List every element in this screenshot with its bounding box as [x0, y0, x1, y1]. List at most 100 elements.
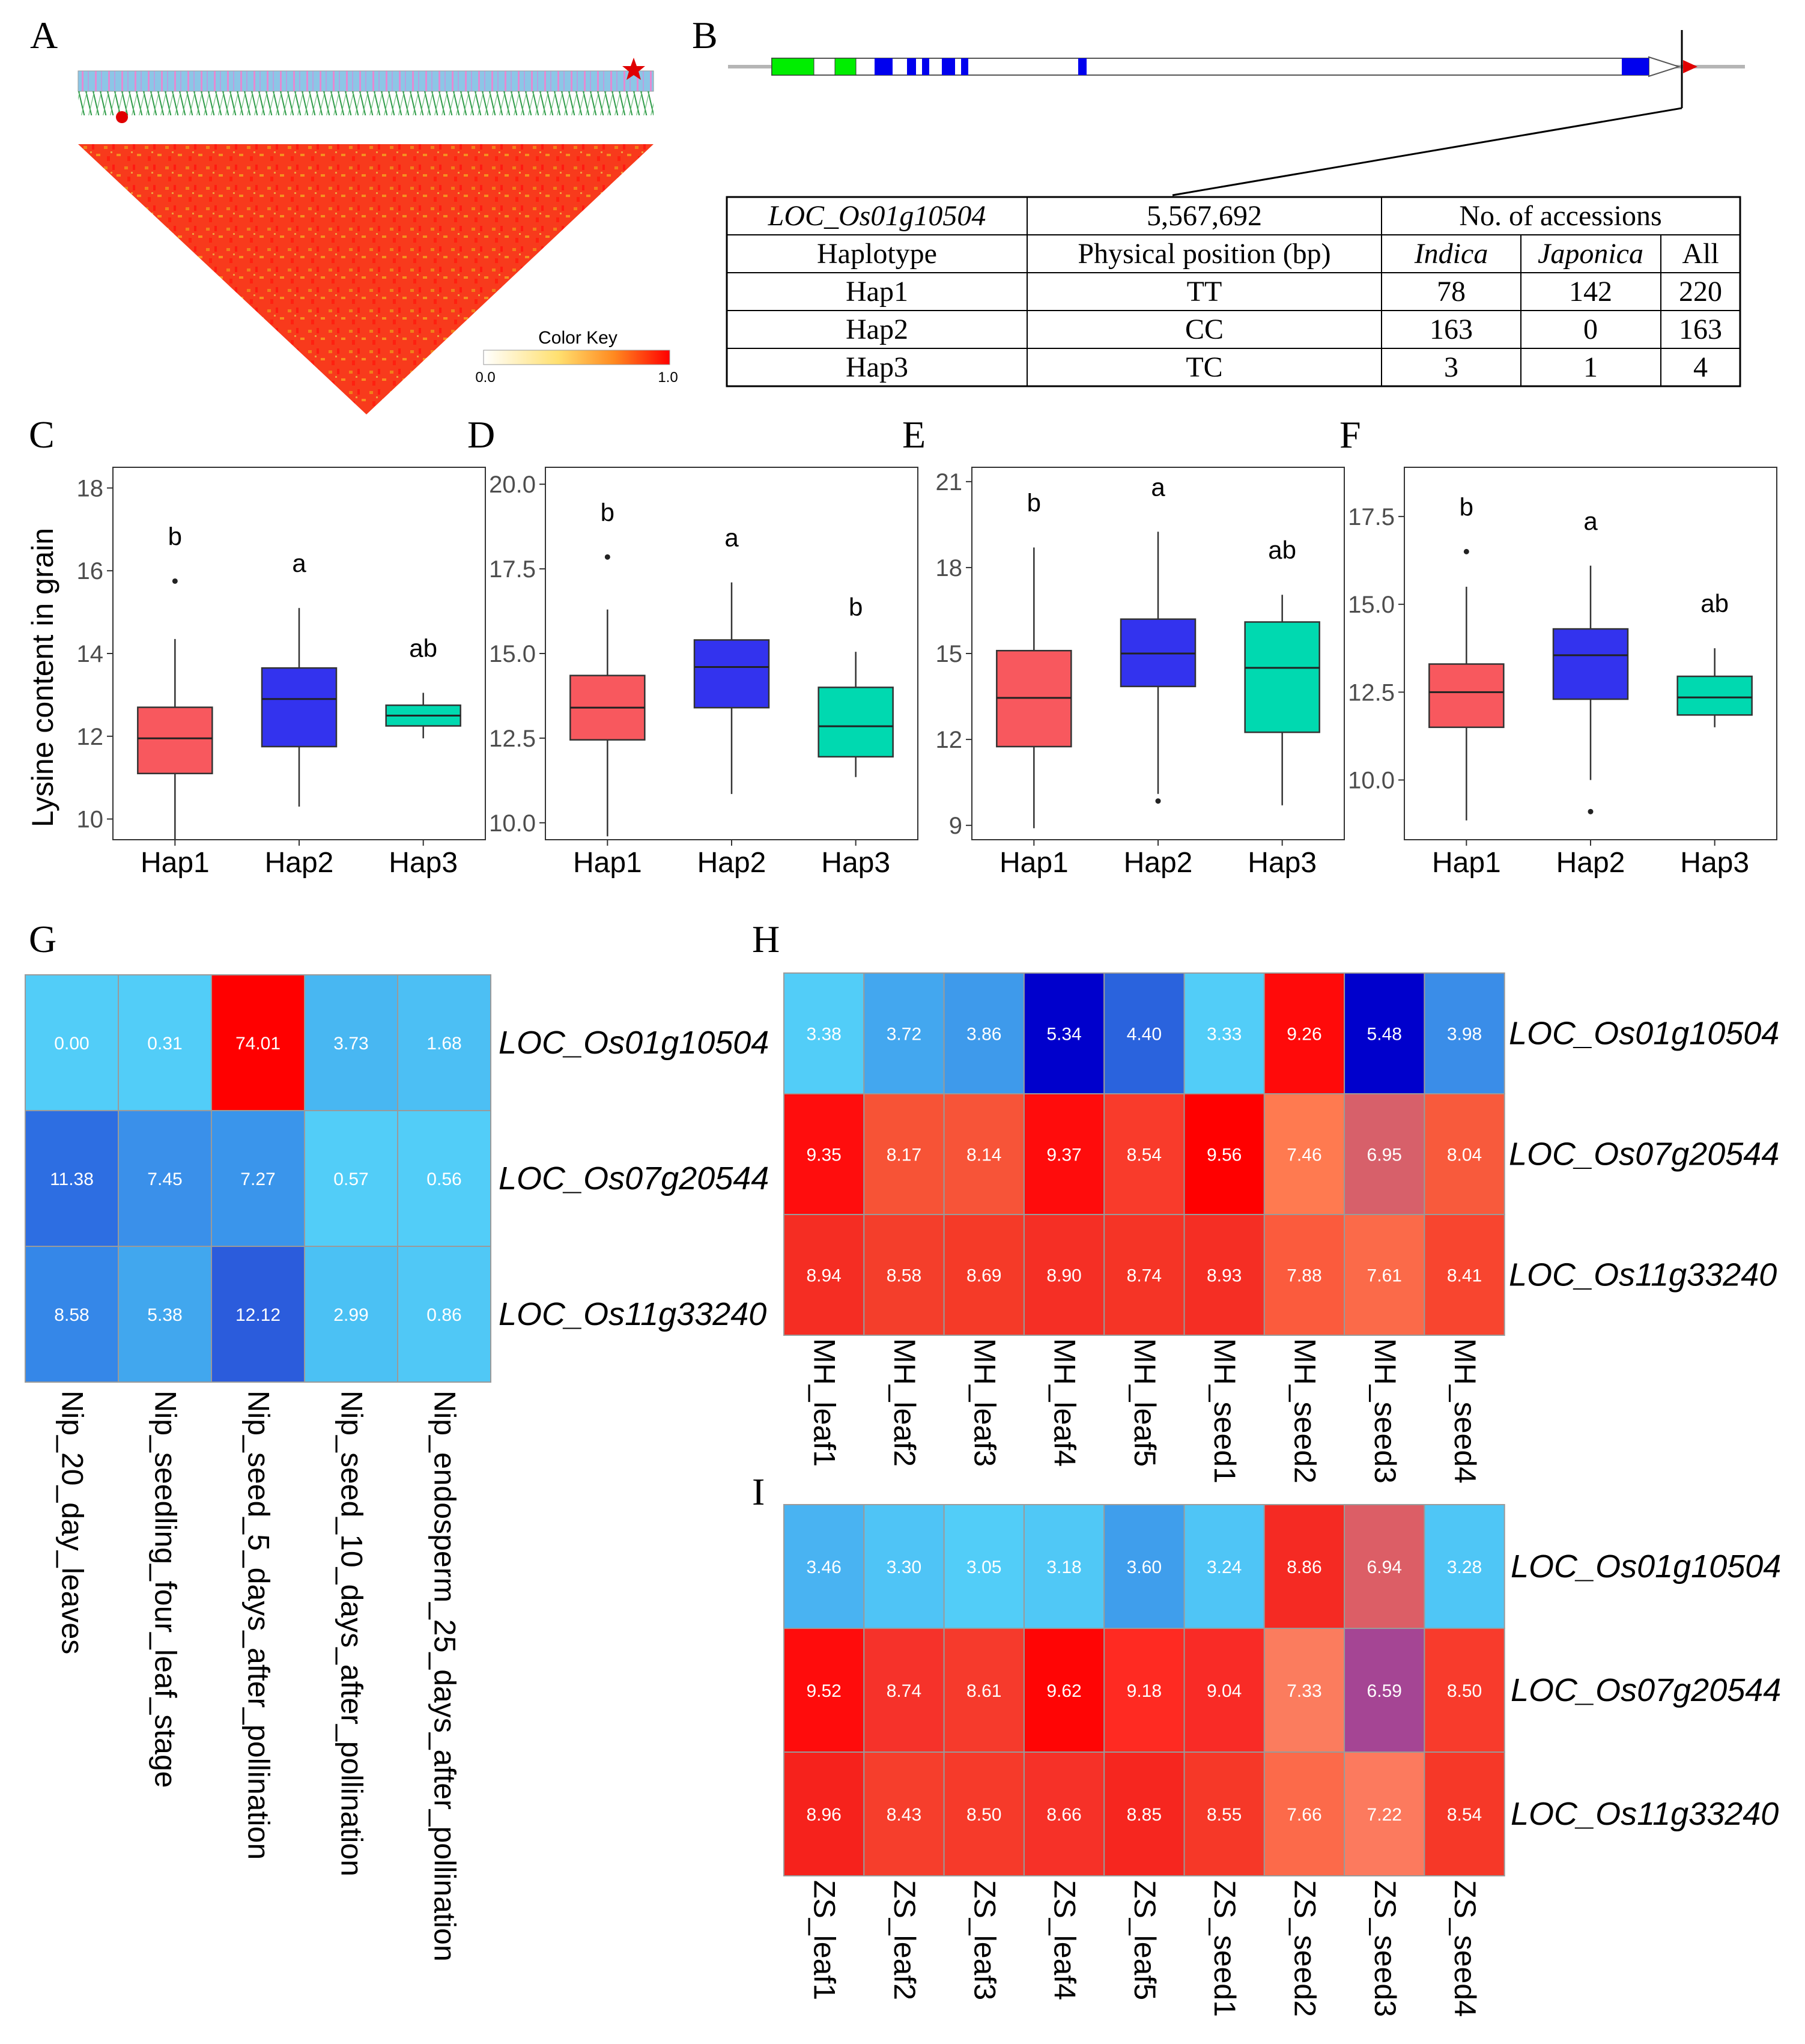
cds-exon-7: [1622, 58, 1649, 75]
x-category-label: Hap2: [265, 847, 334, 879]
heatmap-cell: [783, 1751, 865, 1876]
heatmap-cell: [863, 1214, 945, 1336]
heatmap-cell: [25, 974, 119, 1111]
heatmap-column-label: MH_leaf2: [888, 1338, 921, 1467]
significance-letter: b: [168, 522, 182, 550]
heatmap-cell: [943, 1093, 1025, 1215]
ld-connector-lines: [78, 91, 654, 115]
heatmap-cell: [1344, 1751, 1425, 1876]
y-tick-label: 15.0: [489, 641, 536, 667]
heatmap-cell-value: 9.35: [806, 1145, 841, 1165]
heatmap-cell-value: 0.56: [426, 1169, 461, 1189]
y-tick-label: 16: [77, 558, 104, 584]
x-category-label: Hap1: [1000, 847, 1069, 879]
snp-position-marker: [1683, 60, 1697, 73]
panel-letter-e: E: [902, 413, 926, 456]
heatmap-cell: [304, 1110, 398, 1247]
y-tick-label: 12: [936, 727, 963, 753]
box-iqr: [1552, 628, 1629, 700]
significance-letter: a: [1151, 473, 1165, 501]
ld-snp-bar: [77, 70, 654, 92]
panel-letter-b: B: [692, 14, 718, 56]
heatmap-column-label: MH_leaf3: [968, 1338, 1001, 1467]
box-iqr: [1676, 675, 1753, 716]
heatmap-cell: [1183, 972, 1265, 1094]
heatmap-cell-value: 7.33: [1287, 1681, 1321, 1701]
boxplot-y-axis-label: Lysine content in grain: [26, 528, 59, 827]
panel-a: A Color Key 0.0 1.0: [30, 14, 678, 414]
table-row-genotype: TT: [1187, 276, 1222, 308]
heatmap-cell-value: 8.54: [1127, 1145, 1162, 1165]
heatmap-column-label: ZS_seed2: [1288, 1880, 1321, 2017]
heatmap-cell: [1424, 1751, 1505, 1876]
table-row-genotype: CC: [1185, 314, 1224, 345]
heatmap-column-label: Nip_seed_10_days_after_pollination: [335, 1390, 369, 1876]
significance-letter: ab: [409, 634, 437, 662]
heatmap-cell-value: 5.34: [1046, 1025, 1081, 1045]
utr5-exon-2: [834, 58, 857, 76]
heatmap-cell: [943, 1751, 1025, 1876]
table-row-japonica: 142: [1569, 276, 1612, 308]
outlier-point: [604, 554, 610, 560]
gene-model: [728, 30, 1745, 196]
heatmap-column-label: MH_seed4: [1448, 1338, 1482, 1484]
heatmap-cell-value: 7.22: [1367, 1805, 1402, 1825]
heatmap-column-label: MH_seed3: [1368, 1338, 1402, 1484]
cds-exon-1: [875, 58, 893, 75]
heatmap-column-label: MH_leaf5: [1128, 1338, 1162, 1467]
table-col-all: All: [1682, 238, 1719, 270]
heatmap-column-label: ZS_leaf3: [968, 1880, 1001, 2000]
color-key-min: 0.0: [475, 369, 495, 386]
heatmap-cell-value: 8.96: [806, 1805, 841, 1825]
heatmap-cell: [1344, 1628, 1425, 1753]
panel-letter-i: I: [752, 1470, 765, 1513]
heatmap-cell-value: 9.18: [1127, 1681, 1162, 1701]
heatmap-column-label: Nip_endosperm_25_days_after_pollination: [428, 1390, 462, 1962]
table-row-indica: 78: [1437, 276, 1466, 308]
heatmap-cell-value: 3.18: [1046, 1557, 1081, 1577]
heatmap-cell-value: 2.99: [333, 1305, 368, 1325]
outlier-point: [1463, 548, 1469, 554]
y-tick-label: 15.0: [1348, 592, 1395, 618]
heatmap-cell-value: 3.72: [887, 1025, 921, 1045]
table-row-indica: 163: [1430, 314, 1473, 345]
heatmap-column-label: MH_leaf4: [1048, 1338, 1082, 1467]
heatmap-cell-value: 9.26: [1287, 1025, 1321, 1045]
table-row-hap: Hap2: [846, 314, 908, 345]
heatmap-cell-value: 7.46: [1287, 1145, 1321, 1165]
heatmap-cell-value: 8.55: [1207, 1805, 1242, 1825]
heatmap-column-label: ZS_leaf2: [888, 1880, 921, 2000]
heatmap-cell: [1424, 972, 1505, 1094]
heatmap-cell-value: 8.74: [887, 1681, 921, 1701]
heatmap-cell-value: 8.66: [1046, 1805, 1081, 1825]
heatmap-cell-value: 8.04: [1447, 1145, 1482, 1165]
heatmap-cell: [1103, 1751, 1185, 1876]
significance-letter: a: [724, 524, 739, 552]
x-category-label: Hap1: [1432, 847, 1501, 879]
heatmap-cell-value: 8.14: [966, 1145, 1001, 1165]
significance-letter: b: [601, 498, 614, 526]
heatmap-cell-value: 3.46: [806, 1557, 841, 1577]
panel-letter-h: H: [752, 918, 780, 960]
table-gene-position: 5,567,692: [1147, 200, 1262, 232]
color-key-bar: [483, 350, 670, 365]
snp-star-icon: [622, 58, 645, 80]
heatmap-cell-value: 8.41: [1447, 1266, 1482, 1286]
heatmap-cell-value: 3.73: [333, 1034, 368, 1054]
heatmap-cell-value: 3.60: [1127, 1557, 1162, 1577]
panel-letter-a: A: [30, 14, 58, 56]
heatmap-cell-value: 8.58: [54, 1305, 89, 1325]
heatmap-cell-value: 74.01: [235, 1034, 281, 1054]
table-accessions-header: No. of accessions: [1459, 200, 1661, 232]
heatmap-cell-value: 3.24: [1207, 1557, 1242, 1577]
heatmap-cell-value: 3.38: [806, 1025, 841, 1045]
heatmap-row-label: LOC_Os07g20544: [1511, 1672, 1781, 1708]
table-row-japonica: 0: [1583, 314, 1598, 345]
heatmap-cell: [1103, 972, 1185, 1094]
heatmap-cell-value: 8.90: [1046, 1266, 1081, 1286]
x-category-label: Hap1: [573, 847, 642, 879]
x-category-label: Hap2: [1556, 847, 1625, 879]
heatmap-cell-value: 3.30: [887, 1557, 921, 1577]
significance-letter: a: [1583, 507, 1598, 535]
heatmap-cell: [1263, 1628, 1345, 1753]
